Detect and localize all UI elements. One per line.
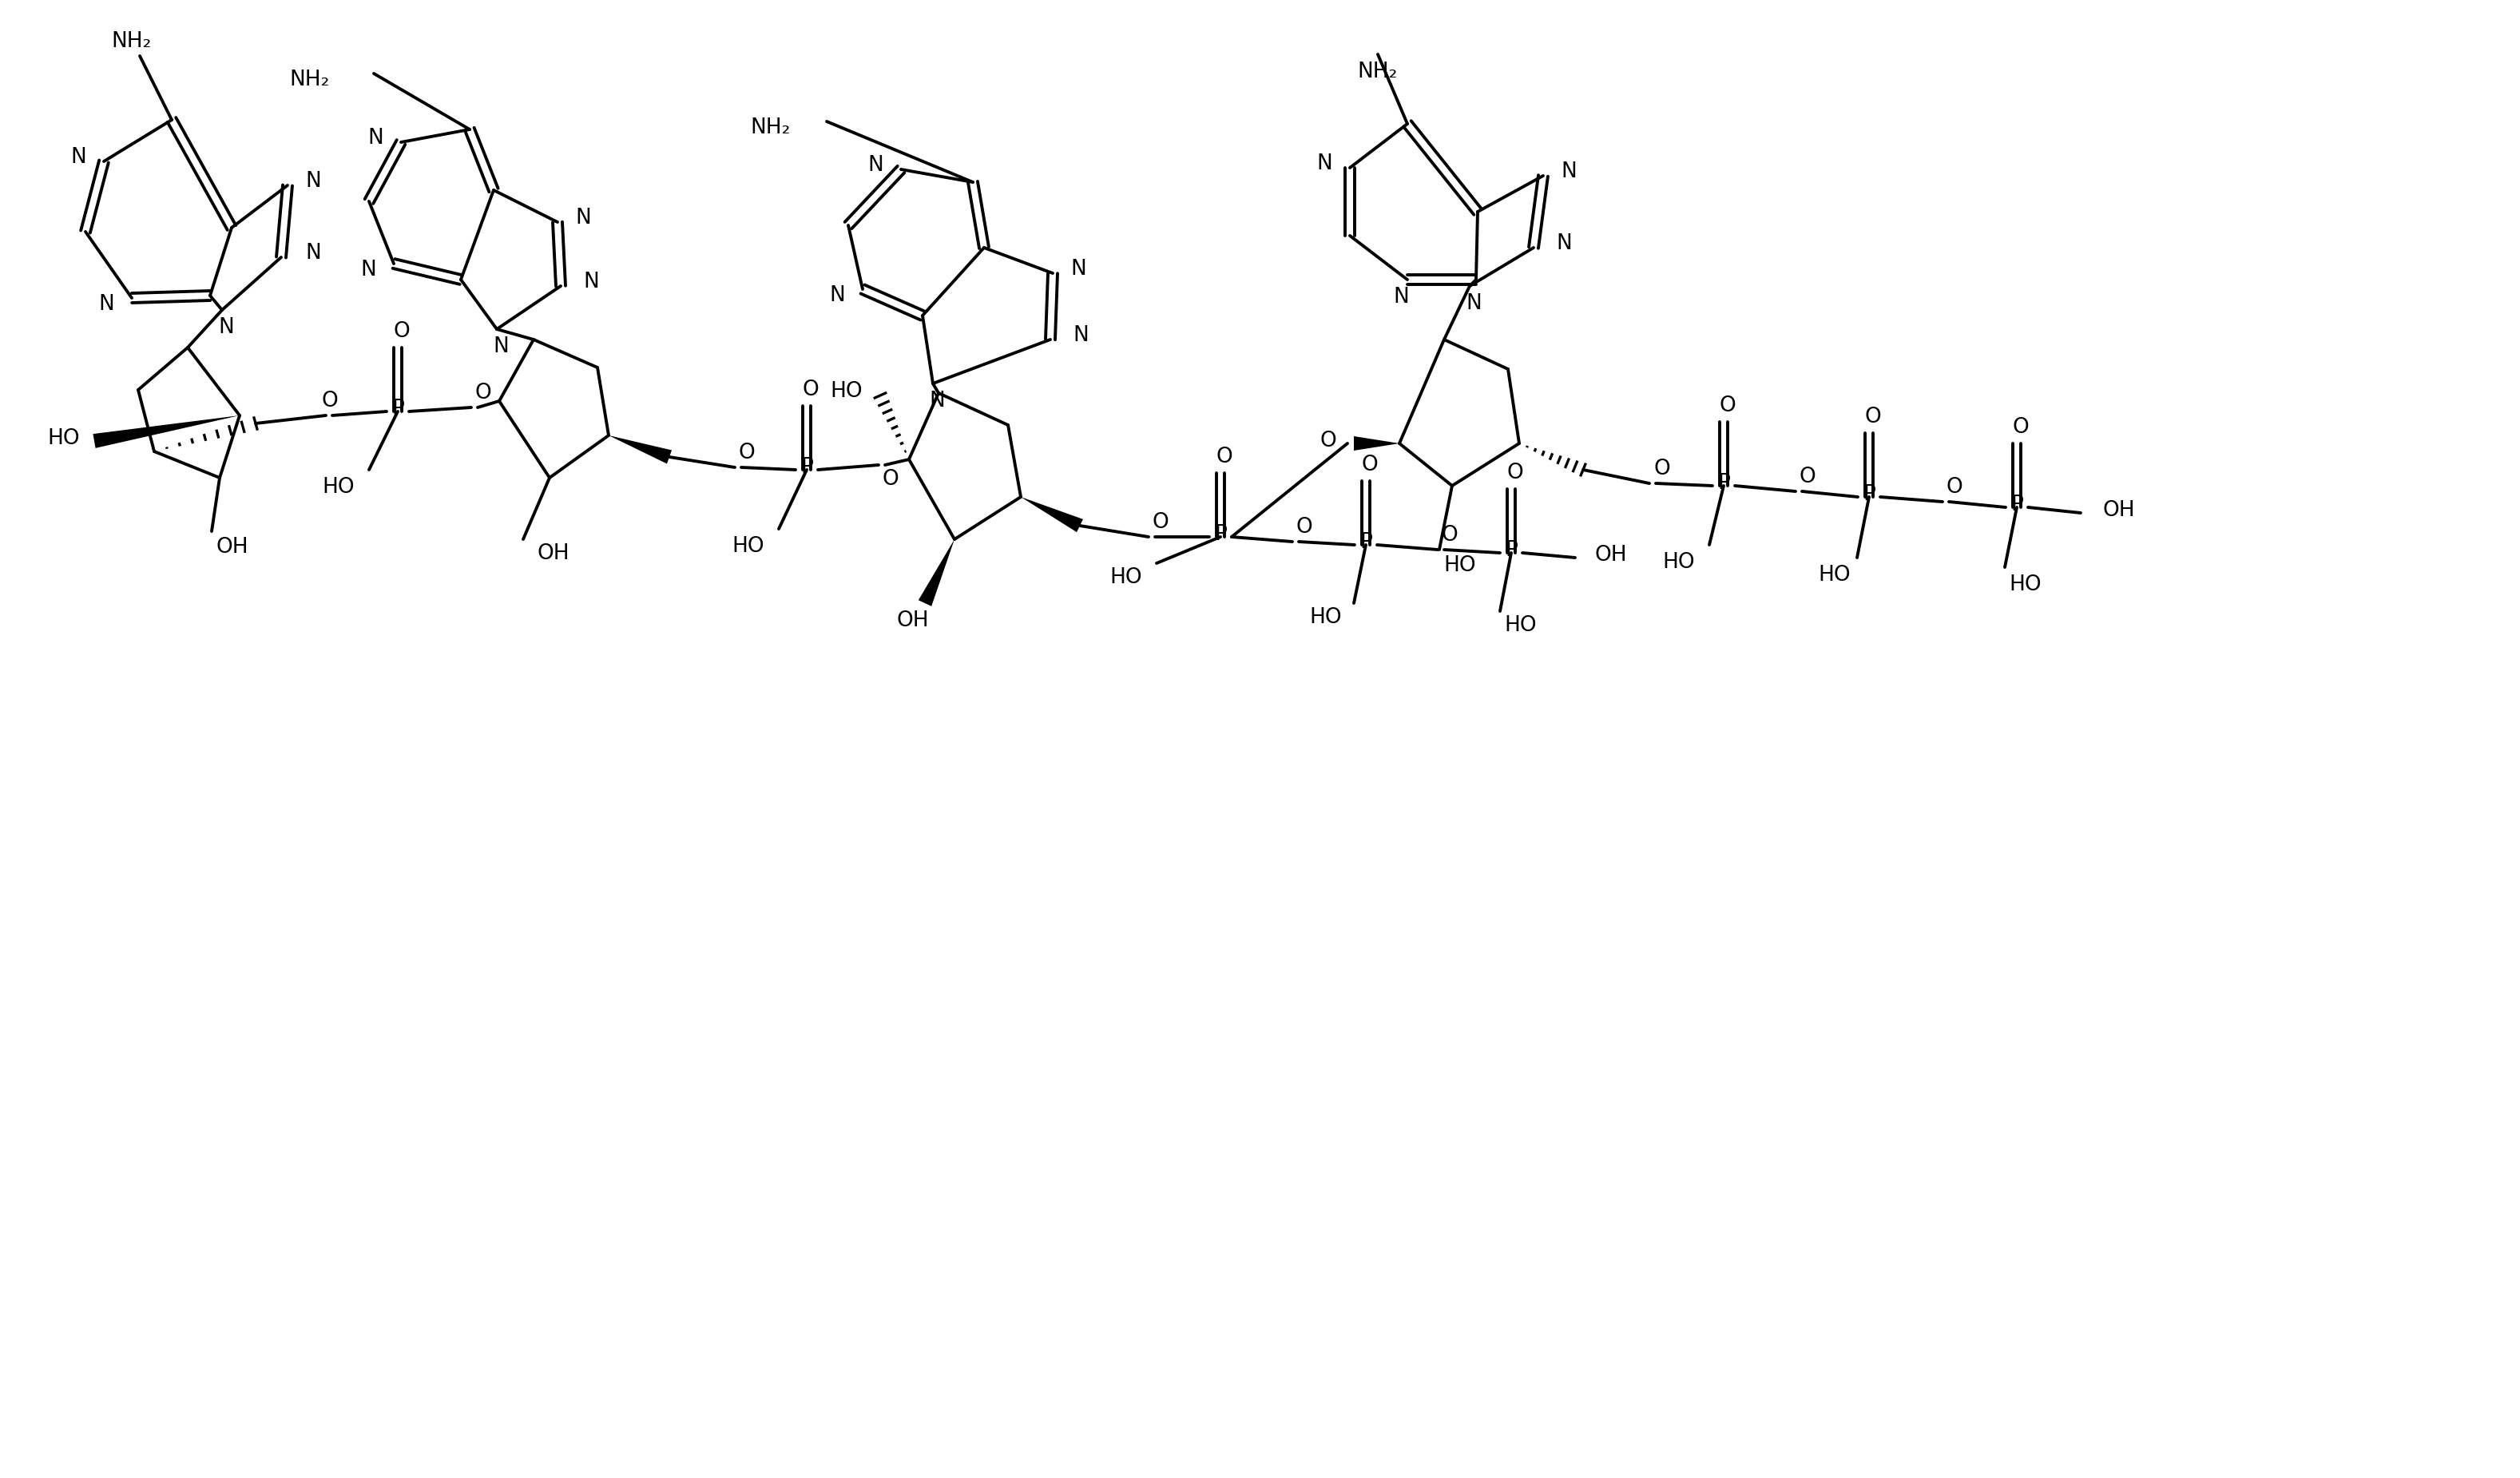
Text: N: N	[305, 171, 320, 192]
Text: P: P	[1716, 473, 1731, 494]
Text: N: N	[930, 390, 945, 411]
Text: N: N	[1394, 287, 1409, 307]
Text: O: O	[1653, 458, 1671, 479]
Text: N: N	[1467, 293, 1482, 313]
Text: O: O	[1320, 430, 1336, 451]
Text: O: O	[393, 321, 411, 341]
Text: N: N	[1074, 325, 1089, 346]
Text: HO: HO	[1109, 568, 1142, 588]
Polygon shape	[1353, 436, 1399, 451]
Text: N: N	[219, 318, 234, 338]
Text: NH₂: NH₂	[111, 31, 151, 52]
Text: O: O	[1945, 477, 1963, 498]
Text: HO: HO	[731, 537, 764, 557]
Text: N: N	[98, 294, 113, 315]
Text: P: P	[2011, 495, 2024, 516]
Text: O: O	[476, 383, 491, 403]
Text: NH₂: NH₂	[751, 117, 791, 139]
Text: HO: HO	[2008, 575, 2041, 596]
Text: HO: HO	[323, 477, 355, 498]
Text: P: P	[1862, 485, 1875, 505]
Text: O: O	[2013, 417, 2029, 437]
Text: NH₂: NH₂	[290, 69, 330, 90]
Text: N: N	[71, 146, 86, 168]
Text: N: N	[305, 242, 320, 263]
Text: P: P	[1358, 532, 1373, 553]
Text: N: N	[867, 155, 885, 176]
Text: O: O	[1507, 463, 1525, 483]
Text: N: N	[1315, 154, 1333, 174]
Text: N: N	[829, 285, 844, 306]
Text: N: N	[494, 337, 509, 358]
Text: OH: OH	[217, 537, 247, 557]
Text: P: P	[1504, 539, 1517, 560]
Text: O: O	[323, 390, 338, 411]
Text: O: O	[801, 380, 819, 401]
Text: OH: OH	[1595, 545, 1628, 566]
Text: OH: OH	[2104, 500, 2134, 520]
Text: P: P	[801, 457, 814, 477]
Text: O: O	[882, 469, 900, 489]
Polygon shape	[610, 436, 673, 464]
Text: HO: HO	[1663, 553, 1696, 573]
Text: HO: HO	[1504, 615, 1537, 636]
Text: O: O	[1441, 525, 1459, 545]
Text: HO: HO	[1444, 556, 1477, 576]
Text: N: N	[360, 260, 375, 281]
Text: N: N	[1071, 259, 1086, 279]
Text: N: N	[582, 272, 600, 293]
Text: HO: HO	[1310, 607, 1341, 628]
Text: P: P	[1215, 525, 1227, 545]
Text: P: P	[391, 399, 403, 420]
Text: N: N	[575, 208, 590, 229]
Text: O: O	[1152, 511, 1169, 534]
Polygon shape	[917, 539, 955, 606]
Text: NH₂: NH₂	[1358, 62, 1399, 83]
Text: O: O	[1865, 406, 1882, 427]
Text: O: O	[1361, 455, 1378, 476]
Text: OH: OH	[537, 544, 570, 565]
Text: O: O	[1799, 467, 1817, 488]
Polygon shape	[93, 415, 239, 448]
Text: OH: OH	[897, 610, 930, 631]
Text: O: O	[1719, 396, 1736, 417]
Text: HO: HO	[1819, 565, 1850, 585]
Polygon shape	[1021, 497, 1084, 532]
Text: N: N	[368, 127, 383, 149]
Text: O: O	[738, 442, 756, 464]
Text: HO: HO	[48, 429, 81, 449]
Text: N: N	[1560, 161, 1578, 182]
Text: N: N	[1555, 234, 1572, 254]
Text: O: O	[1217, 446, 1232, 467]
Text: HO: HO	[829, 381, 862, 402]
Text: O: O	[1295, 517, 1313, 538]
